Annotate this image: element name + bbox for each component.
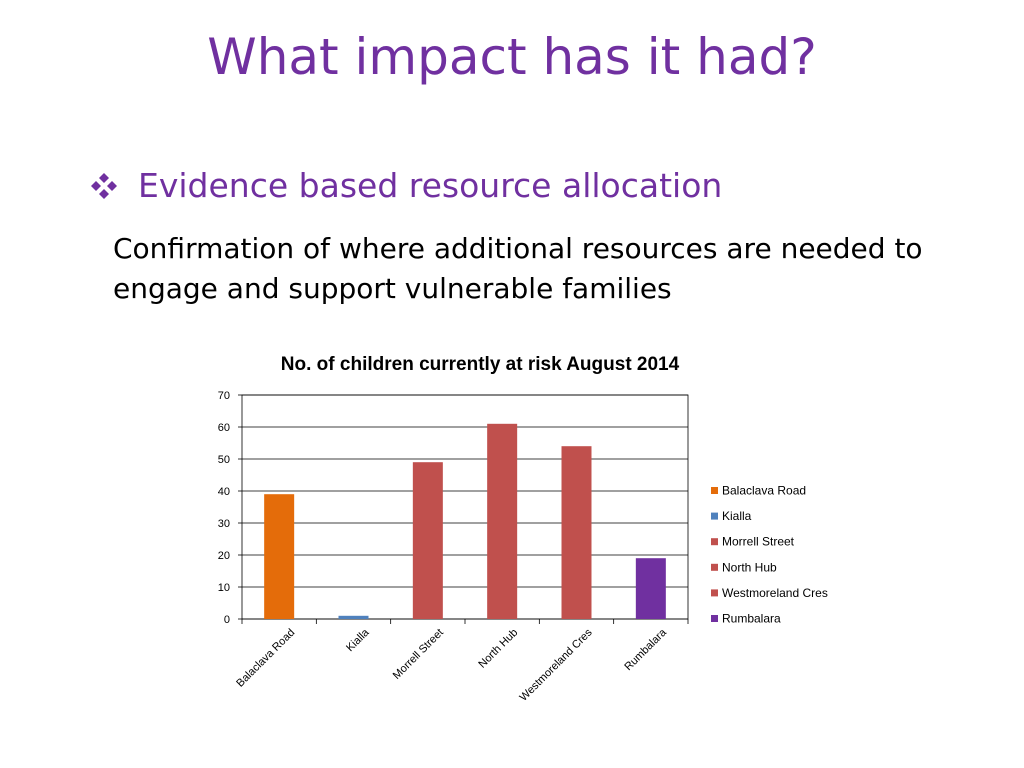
y-tick-label: 50 [218, 454, 230, 466]
legend-swatch [711, 589, 718, 597]
y-tick-label: 20 [218, 550, 230, 562]
x-tick-label: Rumbalara [622, 626, 669, 673]
y-axis: 0 10 20 30 40 50 60 70 [218, 390, 242, 626]
legend-label: Rumbalara [722, 612, 781, 626]
bar [487, 423, 518, 619]
bar [412, 462, 443, 619]
y-tick-label: 30 [218, 518, 230, 530]
legend-swatch [711, 538, 718, 546]
y-tick-label: 0 [224, 614, 230, 626]
body-text: Confirmation of where additional resourc… [113, 232, 923, 305]
plot-area [241, 394, 689, 620]
diamond-bullet-icon [91, 172, 117, 199]
x-axis: Balaclava Road Kialla Morrell Street North … [234, 619, 689, 704]
legend-swatch [711, 512, 718, 520]
y-tick-label: 70 [218, 390, 230, 402]
legend-swatch [711, 563, 718, 571]
bullet-text: Evidence based resource allocation [138, 166, 723, 205]
bars-layer [264, 423, 666, 619]
bullet-row: Evidence based resource allocation [88, 166, 722, 205]
legend-label: Balaclava Road [722, 484, 806, 498]
legend-label: Kialla [722, 509, 752, 523]
bar [264, 494, 295, 619]
slide-title: What impact has it had? [207, 28, 817, 86]
legend-label: Morrell Street [722, 535, 795, 549]
grid-layer [241, 394, 689, 620]
legend: Balaclava Road Kialla Morrell Street North … [711, 484, 828, 626]
y-tick-label: 10 [218, 582, 230, 594]
x-tick-label: North Hub [476, 627, 520, 671]
x-tick-label: Kialla [344, 626, 372, 654]
bar [561, 446, 592, 619]
x-tick-label: Morrell Street [391, 627, 446, 682]
bar [635, 558, 666, 619]
chart-title: No. of children currently at risk August… [281, 354, 680, 375]
x-tick-label: Balaclava Road [234, 627, 297, 690]
bar [338, 615, 369, 619]
legend-swatch [711, 615, 718, 622]
legend-label: Westmoreland Cres [722, 586, 828, 600]
legend-label: North Hub [722, 560, 777, 574]
y-tick-label: 40 [218, 486, 230, 498]
y-tick-label: 60 [218, 422, 230, 434]
legend-swatch [711, 487, 718, 494]
x-tick-label: Westmoreland Cres [518, 626, 595, 703]
